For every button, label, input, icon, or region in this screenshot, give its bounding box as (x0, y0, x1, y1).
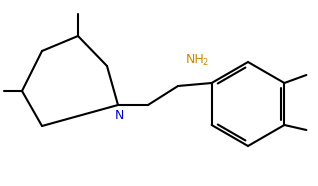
Text: 2: 2 (202, 57, 207, 67)
Text: NH: NH (186, 52, 205, 65)
Text: N: N (114, 108, 124, 121)
